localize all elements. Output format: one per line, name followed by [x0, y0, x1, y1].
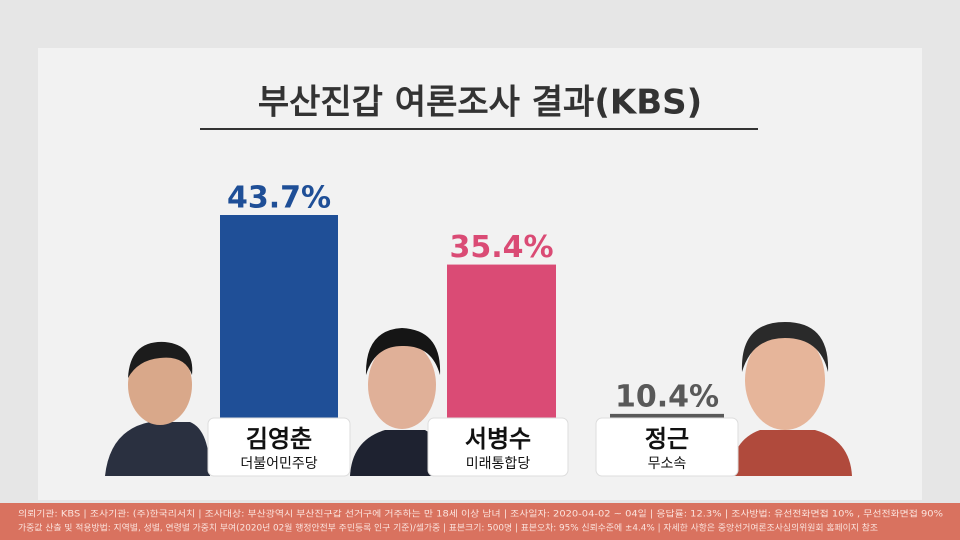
candidate-name: 정근 [645, 425, 689, 453]
portrait-1 [105, 341, 210, 476]
party-name: 더불어민주당 [240, 456, 317, 472]
value-label: 43.7% [227, 181, 331, 216]
name-box [595, 417, 739, 477]
candidate-name: 서병수 [465, 425, 531, 453]
chart-title: 부산진갑 여론조사 결과(KBS) [258, 83, 702, 123]
footer-line: 가중값 산출 및 적용방법: 지역별, 성별, 연령별 가중치 부여(2020년… [18, 523, 878, 534]
party-name: 무소속 [648, 456, 687, 472]
portrait-3 [730, 322, 852, 476]
value-label: 10.4% [615, 379, 719, 414]
footer-band [0, 503, 960, 540]
name-box [427, 417, 569, 477]
party-name: 미래통합당 [466, 456, 531, 472]
portrait-2 [350, 328, 441, 476]
name-box [207, 417, 351, 477]
candidate-name: 김영춘 [246, 425, 312, 453]
value-label: 35.4% [449, 230, 553, 265]
footer-line: 의뢰기관: KBS | 조사기관: (주)한국리서치 | 조사대상: 부산광역시… [18, 509, 943, 520]
